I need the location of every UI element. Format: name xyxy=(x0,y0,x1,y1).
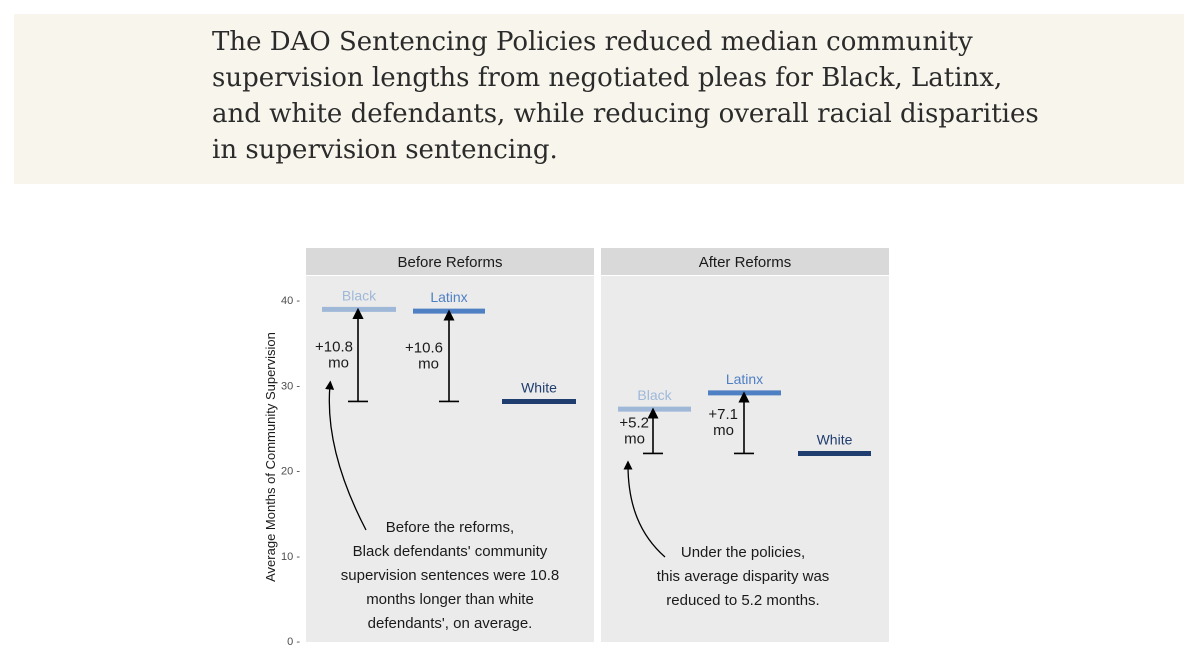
annotation-text: reduced to 5.2 months. xyxy=(666,592,819,609)
annotation-arrow xyxy=(325,380,367,531)
annotation-text: Under the policies, xyxy=(681,544,805,561)
gap-unit-label: mo xyxy=(328,354,349,371)
panel-background xyxy=(306,276,594,642)
annotation-arrow xyxy=(623,460,666,558)
panel-title: Before Reforms xyxy=(397,254,502,271)
series-label-white: White xyxy=(521,379,557,395)
gap-label: +5.2 xyxy=(619,414,649,431)
gap-unit-label: mo xyxy=(713,422,734,439)
panel-header xyxy=(306,248,594,275)
gap-unit-label: mo xyxy=(418,355,439,372)
y-tick-label: 20 - xyxy=(281,466,300,478)
annotation-text: this average disparity was xyxy=(657,568,830,585)
annotation-text: defendants', on average. xyxy=(368,615,533,632)
headline-text: The DAO Sentencing Policies reduced medi… xyxy=(212,27,1039,165)
panel-background xyxy=(601,276,889,642)
y-tick-label: 30 - xyxy=(281,380,300,392)
headline-banner xyxy=(14,14,1184,184)
y-tick-label: 10 - xyxy=(281,551,300,563)
gap-label: +10.8 xyxy=(315,338,353,355)
panel-header xyxy=(601,248,889,275)
series-label-latinx: Latinx xyxy=(430,289,467,305)
series-label-black: Black xyxy=(342,287,377,303)
y-tick-label: 0 - xyxy=(287,636,300,648)
gap-label: +10.6 xyxy=(405,339,443,356)
annotation-text: months longer than white xyxy=(366,591,534,608)
annotation-text: Black defendants' community xyxy=(353,543,548,560)
series-label-latinx: Latinx xyxy=(726,371,763,387)
y-tick-label: 40 - xyxy=(281,295,300,307)
series-label-white: White xyxy=(817,431,853,447)
gap-label: +7.1 xyxy=(708,406,738,423)
series-label-black: Black xyxy=(637,387,672,403)
y-axis-title: Average Months of Community Supervision xyxy=(263,332,278,582)
panel-title: After Reforms xyxy=(699,254,792,271)
gap-unit-label: mo xyxy=(624,430,645,447)
annotation-text: supervision sentences were 10.8 xyxy=(341,567,559,584)
annotation-text: Before the reforms, xyxy=(386,519,514,536)
